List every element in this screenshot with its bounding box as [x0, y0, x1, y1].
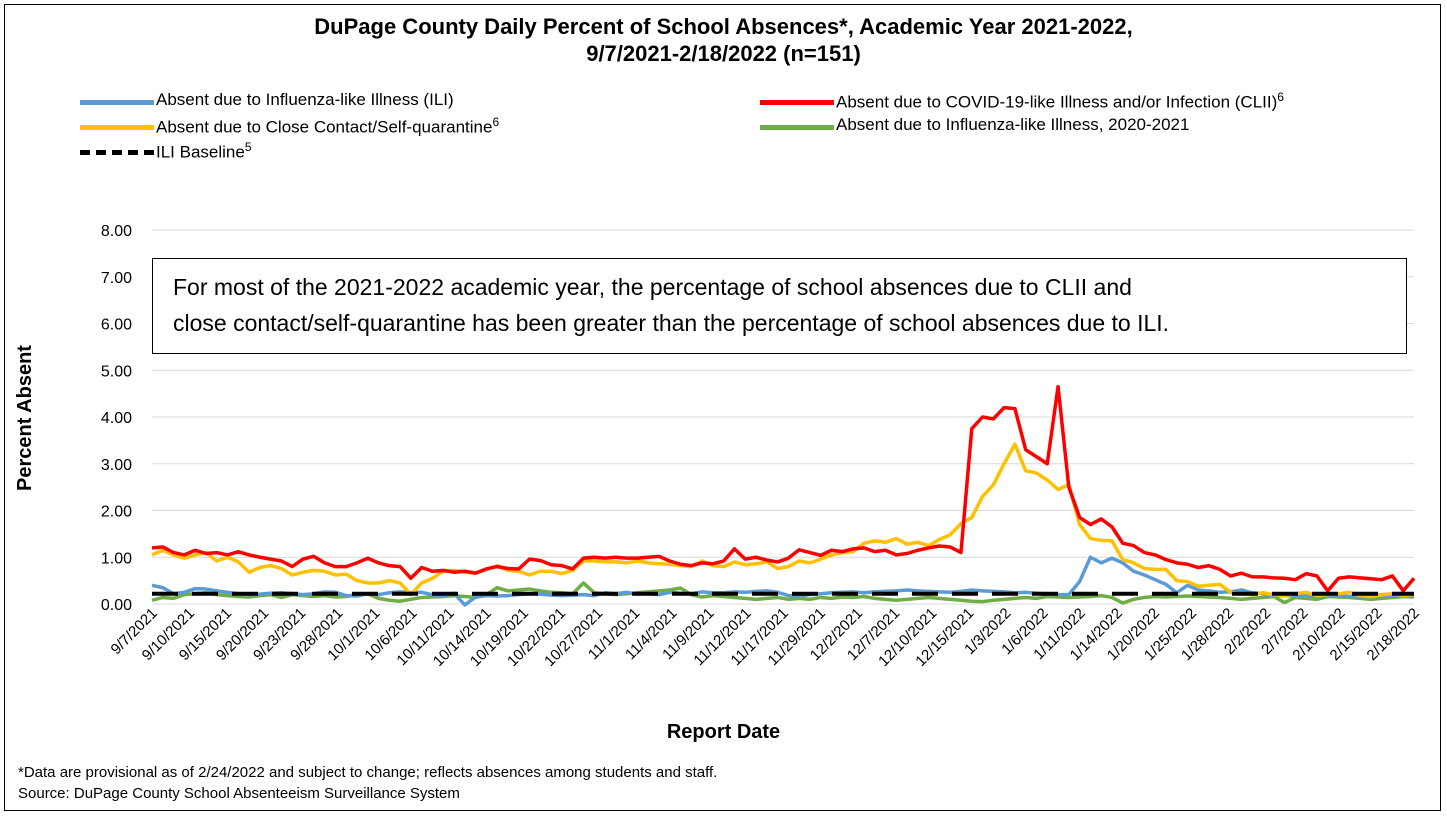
legend-label-clii: Absent due to COVID-19-like Illness and/… [836, 92, 1278, 112]
chart-frame [4, 4, 1441, 811]
y-tick-label: 5.00 [101, 363, 132, 380]
annotation-line1: For most of the 2021-2022 academic year,… [173, 274, 1132, 300]
legend-swatch-clii [760, 100, 834, 105]
series-line-2 [151, 442, 1415, 599]
y-tick-label: 2.00 [101, 504, 132, 521]
chart-title-line1: DuPage County Daily Percent of School Ab… [314, 14, 1133, 39]
series-line-1 [151, 384, 1416, 593]
y-tick-label: 6.00 [101, 317, 132, 334]
footnote-source: Source: DuPage County School Absenteeism… [18, 785, 460, 802]
y-tick-label: 7.00 [101, 270, 132, 287]
legend-swatch-ili-2020 [760, 125, 834, 130]
y-tick-label: 0.00 [101, 597, 132, 614]
y-tick-label: 1.00 [101, 550, 132, 567]
y-axis-label: Percent Absent [14, 345, 36, 491]
legend-sup-close-contact: 6 [492, 115, 500, 129]
series-lines [151, 384, 1416, 607]
y-tick-label: 3.00 [101, 457, 132, 474]
x-axis-ticks: 9/7/20219/10/20219/15/20219/20/20219/23/… [108, 605, 1423, 670]
legend-swatch-ili-baseline [80, 150, 154, 155]
legend-label-ili: Absent due to Influenza-like Illness (IL… [156, 90, 454, 109]
x-axis-label: Report Date [666, 721, 781, 743]
chart-title-line2: 9/7/2021-2/18/2022 (n=151) [586, 41, 861, 66]
legend-swatch-close-contact [80, 125, 154, 130]
footnote-provisional: *Data are provisional as of 2/24/2022 an… [18, 764, 718, 781]
legend-label-ili-baseline: ILI Baseline [156, 142, 245, 162]
legend-sup-ili-baseline: 5 [244, 140, 252, 154]
legend-swatch-ili [80, 100, 154, 105]
y-axis-ticks: 0.00 1.00 2.00 3.00 4.00 5.00 6.00 7.00 8.00 [101, 223, 132, 614]
y-tick-label: 8.00 [101, 223, 132, 240]
annotation-box: For most of the 2021-2022 academic year,… [152, 258, 1407, 354]
legend-label-ili-2020: Absent due to Influenza-like Illness, 20… [836, 115, 1190, 134]
y-tick-label: 4.00 [101, 410, 132, 427]
annotation-line2: close contact/self-quarantine has been g… [173, 310, 1170, 336]
legend-label-close-contact: Absent due to Close Contact/Self-quarant… [156, 117, 493, 137]
legend-sup-clii: 6 [1277, 90, 1284, 104]
